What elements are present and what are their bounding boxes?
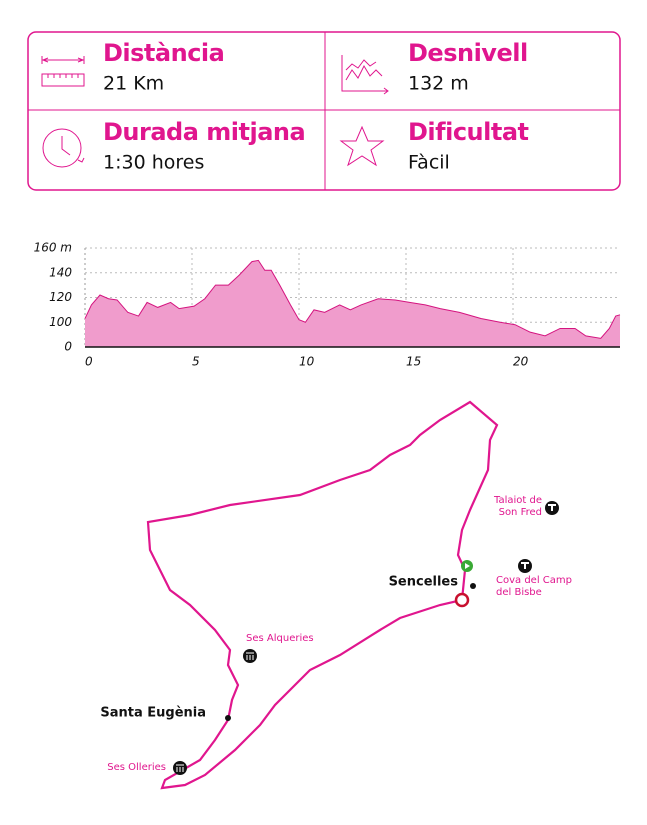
poi-label: del Bisbe	[496, 587, 542, 598]
area	[85, 260, 620, 347]
y-origin-label: 0	[64, 340, 72, 354]
map-icons	[173, 501, 559, 775]
stat-value: 1:30 hores	[103, 152, 204, 174]
stat-label: Dificultat	[408, 118, 529, 146]
stats-card	[27, 31, 621, 191]
x-tick-label: 0	[85, 355, 93, 369]
stat-value: Fàcil	[408, 152, 450, 174]
stat-label: Desnivell	[408, 39, 528, 67]
stat-value: 21 Km	[103, 73, 164, 95]
poi-label: Son Fred	[499, 507, 542, 518]
place-label: Santa Eugènia	[100, 706, 206, 721]
x-tick-label: 5	[192, 355, 200, 369]
stat-label: Distància	[103, 39, 224, 67]
poi-label: Talaiot de	[493, 495, 542, 506]
line	[84, 259, 621, 339]
poi-label: Cova del Camp	[496, 575, 572, 586]
poi-label: Ses Alqueries	[246, 633, 314, 644]
x-tick-label: 20	[513, 355, 529, 369]
x-tick-label: 15	[406, 355, 421, 369]
y-tick-label: 140	[49, 265, 72, 279]
poi-label: Ses Olleries	[107, 762, 166, 773]
stat-value: 132 m	[408, 73, 469, 95]
stat-label: Durada mitjana	[103, 118, 305, 146]
y-tick-label: 160 m	[34, 241, 72, 255]
y-tick-label: 100	[49, 315, 72, 329]
route	[146, 400, 499, 790]
icons	[41, 55, 389, 168]
x-tick-label: 10	[299, 355, 315, 369]
place-label: Sencelles	[389, 575, 459, 590]
y-tick-label: 120	[49, 290, 72, 304]
